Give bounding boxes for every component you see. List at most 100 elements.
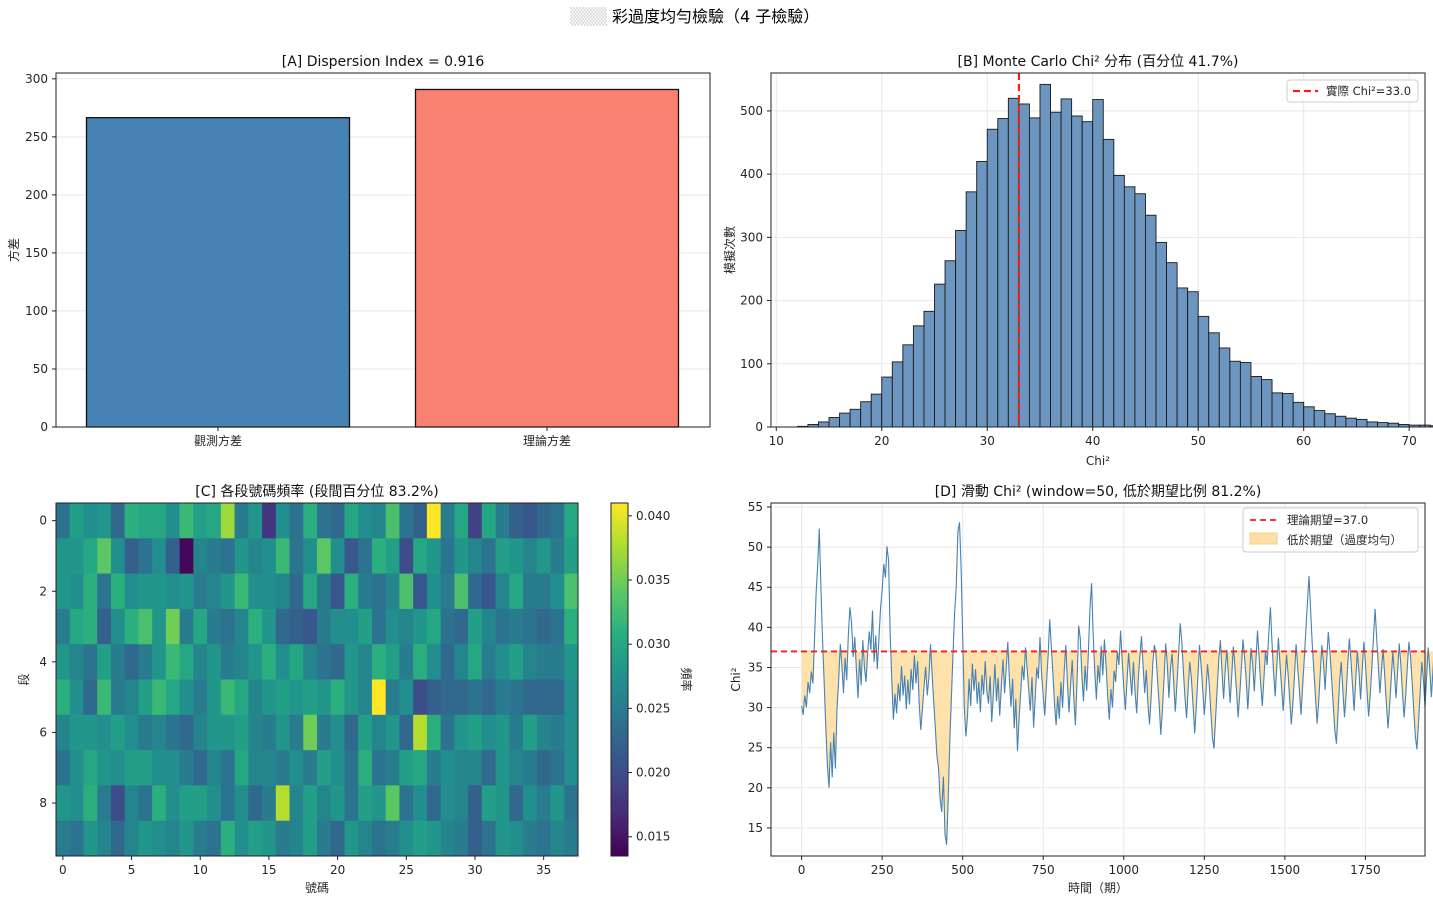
heatmap-cell: [371, 538, 387, 574]
heatmap-cell: [413, 785, 428, 822]
heatmap-cell: [303, 714, 318, 751]
heatmap-cell: [385, 503, 400, 539]
legend-label: 理論期望=37.0: [1287, 513, 1368, 527]
heatmap-cell: [83, 714, 98, 751]
histogram-bin: [1187, 291, 1199, 428]
heatmap-cell: [330, 714, 345, 751]
histogram-bin: [902, 344, 914, 428]
heatmap-cell: [193, 714, 208, 751]
heatmap-cell: [289, 820, 304, 857]
heatmap-cell: [97, 750, 112, 786]
heatmap-cell: [317, 644, 332, 680]
heatmap-cell: [97, 538, 112, 574]
heatmap-cell: [550, 608, 565, 645]
heatmap-cell: [303, 608, 318, 645]
histogram-bin: [1018, 103, 1030, 428]
heatmap-cell: [344, 573, 359, 610]
x-tick-label: 250: [871, 863, 894, 877]
heatmap-cell: [97, 503, 112, 539]
heatmap-cell: [564, 820, 579, 857]
heatmap-cell: [481, 714, 496, 751]
histogram-bin: [1092, 99, 1104, 428]
x-tick-label: 35: [536, 863, 551, 877]
heatmap-cell: [152, 644, 167, 680]
heatmap-cell: [330, 679, 345, 716]
heatmap-cell: [358, 750, 373, 786]
heatmap-cell: [138, 785, 153, 822]
heatmap-cell: [248, 820, 263, 857]
axes-frame: [55, 502, 579, 857]
heatmap-cell: [124, 503, 139, 539]
heatmap-cell: [165, 679, 181, 716]
heatmap-cell: [358, 503, 373, 539]
histogram-bin: [1366, 421, 1378, 428]
histogram-bin: [1166, 262, 1178, 428]
legend-box: [1286, 79, 1419, 103]
heatmap-cell: [371, 573, 387, 610]
heatmap-cell: [371, 820, 387, 857]
x-tick-label: 10: [769, 434, 784, 448]
heatmap-cell: [344, 714, 359, 751]
x-tick-label: 750: [1032, 863, 1055, 877]
heatmap-cell: [193, 785, 208, 822]
heatmap-cell: [523, 820, 538, 857]
heatmap-cell: [550, 679, 565, 716]
heatmap-cell: [69, 644, 84, 680]
heatmap-cell: [69, 679, 84, 716]
heatmap-cell: [550, 573, 565, 610]
heatmap-cell: [69, 503, 84, 539]
heatmap-cell: [536, 538, 551, 574]
heatmap-cell: [97, 608, 112, 645]
heatmap-cell: [550, 750, 565, 786]
heatmap-cell: [440, 785, 455, 822]
y-tick-label: 300: [740, 230, 763, 244]
heatmap-cell: [179, 820, 194, 857]
axes-frame: [770, 72, 1426, 428]
heatmap-cell: [262, 538, 277, 574]
histogram-bin: [944, 260, 957, 428]
heatmap-cell: [207, 785, 222, 822]
heatmap-cell: [426, 820, 442, 857]
heatmap-cell: [303, 538, 318, 574]
heatmap-cell: [495, 573, 510, 610]
heatmap-cell: [468, 538, 483, 574]
heatmap-cell: [344, 644, 359, 680]
heatmap-cell: [179, 503, 194, 539]
heatmap-cell: [440, 679, 455, 716]
heatmap-cell: [358, 573, 373, 610]
histogram-bin: [997, 118, 1009, 428]
heatmap-cell: [468, 750, 483, 786]
heatmap-cell: [207, 679, 222, 716]
heatmap-cell: [399, 714, 414, 751]
histogram-bin: [955, 229, 967, 428]
colorbar-tick-label: 0.015: [636, 830, 670, 844]
heatmap-cell: [262, 608, 277, 645]
y-tick-label: 2: [39, 584, 47, 598]
histogram-bin: [881, 376, 893, 428]
histogram-bin: [849, 408, 862, 428]
heatmap-cell: [330, 538, 345, 574]
panel-title: [C] 各段號碼頻率 (段間百分位 83.2%): [195, 483, 438, 500]
heatmap-cell: [138, 608, 153, 645]
axes-frame: [55, 72, 711, 428]
heatmap-cell: [124, 820, 139, 857]
heatmap-cell: [69, 820, 84, 857]
heatmap-cell: [509, 573, 524, 610]
heatmap-cell: [110, 503, 126, 539]
heatmap-cell: [83, 573, 98, 610]
histogram-bin: [1303, 406, 1315, 428]
histogram-bin: [1261, 379, 1273, 428]
heatmap-cell: [358, 785, 373, 822]
legend: 理論期望=37.0 低於期望（過度均勻）: [1242, 507, 1419, 553]
heatmap-cell: [193, 644, 208, 680]
heatmap-cell: [358, 820, 373, 857]
heatmap-cell: [289, 538, 304, 574]
heatmap-cell: [110, 750, 126, 786]
heatmap-cell: [564, 785, 579, 822]
heatmap-cell: [358, 679, 373, 716]
heatmap-cell: [262, 644, 277, 680]
histogram-bin: [1039, 83, 1051, 428]
heatmap-cell: [124, 573, 139, 610]
heatmap-cell: [385, 820, 400, 857]
heatmap-cell: [330, 644, 345, 680]
